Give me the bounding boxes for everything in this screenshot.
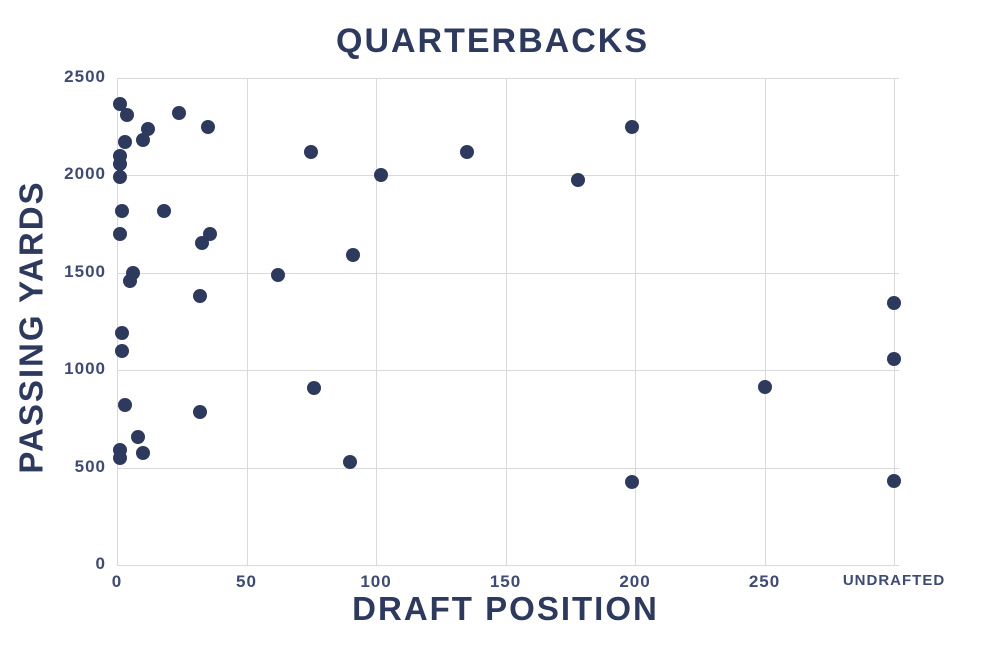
data-point (115, 326, 130, 341)
data-point (887, 351, 901, 366)
data-point (120, 108, 135, 122)
data-point (117, 135, 132, 150)
x-tick-label: 100 (360, 572, 392, 591)
data-point (115, 204, 130, 219)
x-tick-label: 200 (619, 572, 651, 591)
y-tick-label: 1500 (64, 261, 106, 281)
data-point (374, 168, 389, 183)
y-tick-label: 500 (74, 456, 106, 476)
x-tick-label: 250 (748, 572, 781, 591)
data-point (112, 450, 127, 465)
grid-line-horizontal (117, 272, 899, 274)
grid-line-horizontal (117, 467, 899, 469)
grid-line-horizontal (117, 370, 899, 372)
data-point (135, 133, 150, 148)
data-point (200, 119, 215, 134)
plot-area (112, 78, 901, 566)
data-point (345, 248, 360, 263)
data-point (757, 379, 772, 394)
data-point (122, 273, 137, 288)
y-tick-label: 0 (95, 554, 106, 573)
data-point (195, 235, 210, 250)
data-point (115, 343, 130, 358)
chart-title: QUARTERBACKS (336, 22, 649, 60)
data-point (156, 204, 171, 219)
data-point (270, 267, 285, 282)
grid-line-vertical (505, 78, 507, 565)
data-point (571, 173, 586, 188)
x-tick-label: 0 (111, 572, 123, 591)
data-point (306, 380, 321, 395)
data-point (130, 430, 145, 445)
x-axis-title: DRAFT POSITION (352, 590, 659, 627)
grid-line-vertical (117, 78, 118, 565)
data-point (887, 295, 901, 310)
data-point (192, 405, 207, 420)
data-point (343, 454, 358, 469)
data-point (304, 145, 319, 160)
grid-line-vertical (376, 78, 377, 565)
data-point (625, 475, 640, 490)
x-tick-label: 50 (236, 572, 257, 591)
grid-line-vertical (635, 78, 636, 565)
data-point (117, 398, 132, 413)
data-point (112, 170, 127, 185)
y-tick-label: 1000 (64, 359, 106, 379)
data-point (459, 145, 474, 160)
data-point (112, 226, 127, 241)
data-point (192, 289, 207, 304)
data-point (625, 119, 640, 134)
grid-line-horizontal (117, 175, 899, 177)
grid-line-horizontal (117, 565, 899, 566)
y-tick-label: 2000 (64, 164, 106, 184)
x-tick-label: 150 (489, 572, 522, 591)
grid-line-vertical (894, 78, 895, 565)
x-tick-label: UNDRAFTED (842, 572, 946, 589)
data-point (135, 445, 150, 460)
data-point (112, 97, 127, 112)
data-point (112, 156, 127, 171)
data-point (887, 474, 901, 489)
grid-line-vertical (246, 78, 248, 565)
grid-line-vertical (764, 78, 766, 565)
y-tick-label: 2500 (64, 67, 106, 86)
y-axis-title: PASSING YARDS (12, 180, 50, 474)
data-point (141, 121, 156, 136)
grid-line-horizontal (117, 78, 899, 79)
data-point (172, 106, 187, 121)
